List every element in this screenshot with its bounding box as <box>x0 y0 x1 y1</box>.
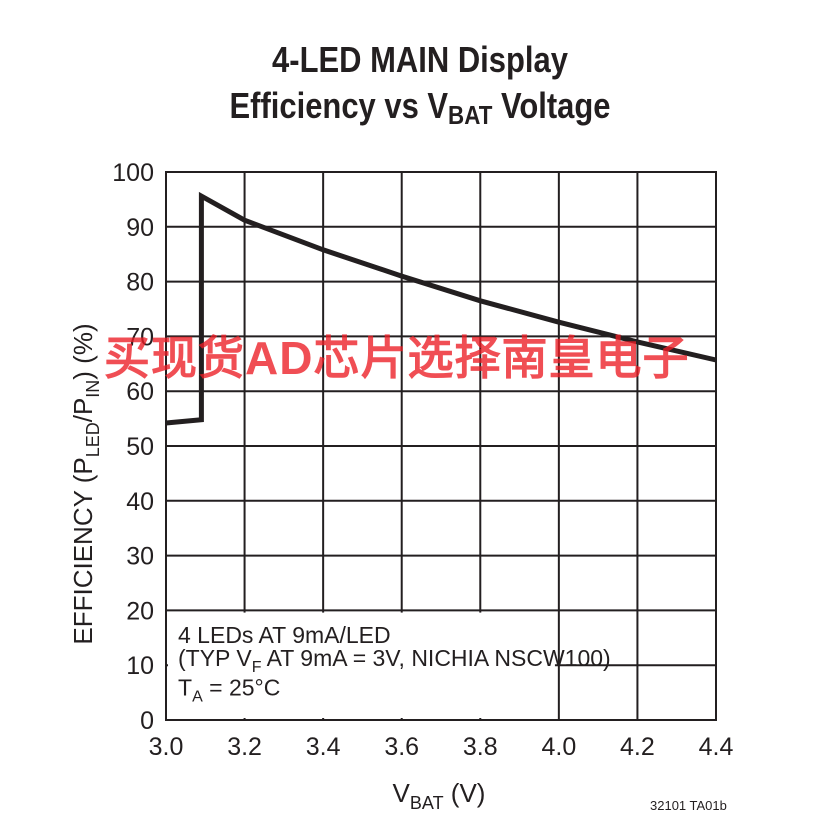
y-tick-label: 10 <box>126 652 154 680</box>
efficiency-curve <box>165 191 717 426</box>
y-axis-label-sub1: LED <box>83 422 103 457</box>
y-tick-label: 70 <box>126 323 154 351</box>
x-tick-label: 3.8 <box>463 733 498 761</box>
x-tick-label: 3.6 <box>384 733 419 761</box>
title-text: Efficiency vs V <box>229 85 449 126</box>
y-axis-label-post: ) (%) <box>68 323 98 379</box>
annotation-line1: 4 LEDs AT 9mA/LED <box>178 622 391 648</box>
x-axis-label-post: (V) <box>444 778 486 808</box>
x-tick-labels: 3.0 3.2 3.4 3.6 3.8 4.0 4.2 4.4 <box>149 733 734 761</box>
plot-frame <box>165 171 717 721</box>
x-axis-label: VBAT (V) <box>393 778 486 813</box>
annotation-line2-post: AT 9mA = 3V, NICHIA NSCW100) <box>262 645 611 671</box>
y-axis-label-sub2: IN <box>83 380 103 398</box>
chart-title-line1: 4-LED MAIN Display <box>272 39 568 80</box>
y-tick-label: 0 <box>140 707 154 735</box>
y-axis-label-mid: /P <box>68 398 98 423</box>
chart-title-line2: Efficiency vs VBAT Voltage <box>59 86 781 135</box>
y-axis-label-pre: EFFICIENCY (P <box>68 457 98 644</box>
y-tick-label: 90 <box>126 214 154 242</box>
y-tick-label: 20 <box>126 597 154 625</box>
annotation-line2: (TYP VF AT 9mA = 3V, NICHIA NSCW100) <box>178 645 611 676</box>
x-tick-label: 3.4 <box>306 733 341 761</box>
y-tick-label: 30 <box>126 543 154 571</box>
annotation-line3-pre: T <box>178 675 192 701</box>
annotation-line2-pre: (TYP V <box>178 645 252 671</box>
annotation-line3-post: = 25°C <box>203 675 281 701</box>
y-tick-labels: 0 10 20 30 40 50 60 70 80 90 100 <box>112 159 154 735</box>
annotation-line2-sub: F <box>252 659 262 676</box>
title-text-end: Voltage <box>492 85 611 126</box>
x-tick-label: 3.0 <box>149 733 184 761</box>
x-tick-label: 3.2 <box>227 733 262 761</box>
x-tick-label: 4.2 <box>620 733 655 761</box>
annotation-line3: TA = 25°C <box>178 675 280 706</box>
y-tick-label: 40 <box>126 488 154 516</box>
x-tick-label: 4.4 <box>699 733 734 761</box>
annotation-box: 4 LEDs AT 9mA/LED (TYP VF AT 9mA = 3V, N… <box>168 612 611 718</box>
y-tick-label: 50 <box>126 433 154 461</box>
y-axis-label: EFFICIENCY (PLED/PIN) (%) <box>68 323 103 644</box>
title-subscript: BAT <box>448 100 493 130</box>
watermark-text: 买现货AD芯片选择南皇电子 <box>104 332 690 384</box>
y-tick-label: 60 <box>126 378 154 406</box>
y-tick-label: 80 <box>126 269 154 297</box>
figure-id: 32101 TA01b <box>650 798 727 813</box>
y-tick-label: 100 <box>112 159 154 187</box>
x-axis-label-sub: BAT <box>410 793 444 813</box>
x-axis-label-main: V <box>393 778 411 808</box>
x-tick-label: 4.0 <box>541 733 576 761</box>
annotation-line3-sub: A <box>192 689 203 706</box>
